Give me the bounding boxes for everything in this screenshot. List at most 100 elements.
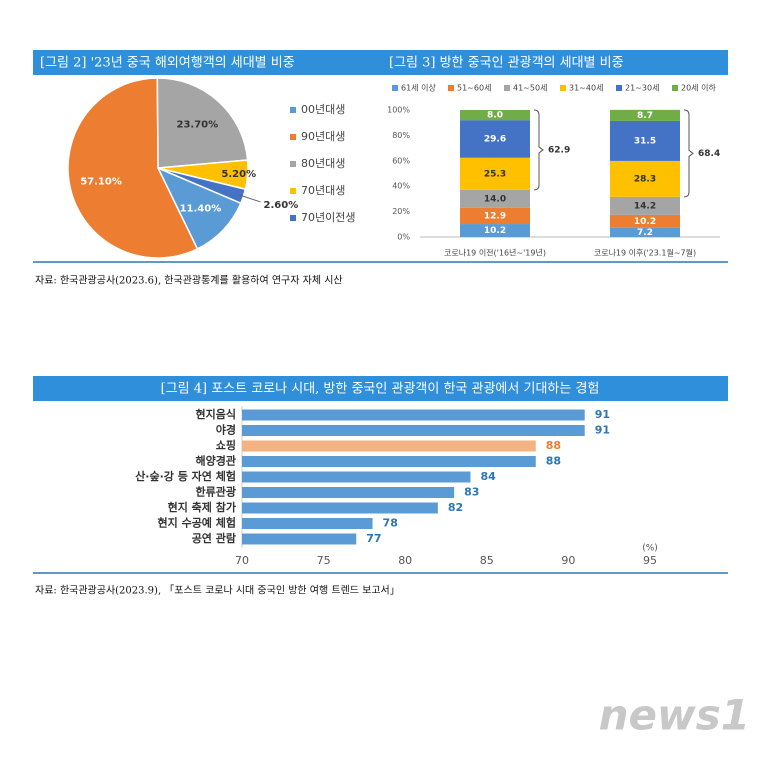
source: 자료: 한국관광공사(2023.6), 한국관광통계를 활용하여 연구자 자체 … xyxy=(35,274,343,287)
pie-slice xyxy=(67,77,199,259)
data-label: 8.0 xyxy=(487,111,503,121)
y-tick-label: 공연 관람 xyxy=(192,531,236,545)
legend-swatch xyxy=(290,107,296,113)
figure-title: [그림 3] 방한 중국인 관광객의 세대별 비중 xyxy=(389,56,624,71)
legend-swatch xyxy=(616,85,622,91)
legend-swatch xyxy=(504,85,510,91)
data-label: 88 xyxy=(546,455,561,468)
bar-segment xyxy=(460,110,530,121)
data-label: 29.6 xyxy=(484,134,506,144)
data-label: 14.0 xyxy=(484,194,506,204)
axis-label: (%) xyxy=(642,544,658,554)
data-label: 28.3 xyxy=(634,174,656,184)
y-tick-label: 해양경관 xyxy=(196,454,236,468)
bar xyxy=(242,425,585,436)
legend-swatch xyxy=(672,85,678,91)
x-tick-label: 코로나19 이전('16년~'19년) xyxy=(444,248,546,258)
bar-segment xyxy=(610,109,680,121)
brace xyxy=(683,109,694,198)
legend-swatch xyxy=(290,188,296,194)
data-label: 5.20% xyxy=(221,169,256,180)
header-bar xyxy=(33,376,728,401)
x-tick-label: 95 xyxy=(643,554,657,567)
data-label: 25.3 xyxy=(484,169,506,179)
data-label: 23.70% xyxy=(177,120,219,131)
figure-title: [그림 4] 포스트 코로나 시대, 방한 중국인 관광객이 한국 관광에서 기… xyxy=(161,382,600,397)
legend-label: 80년대생 xyxy=(301,157,345,170)
bar-segment xyxy=(460,120,530,158)
data-label: 77 xyxy=(366,532,381,545)
x-tick-label: 70 xyxy=(235,554,249,567)
bar xyxy=(242,533,357,545)
legend-label: 51~60세 xyxy=(457,84,491,93)
legend-swatch xyxy=(290,134,296,140)
data-label: 14.2 xyxy=(634,201,656,211)
legend-label: 31~40세 xyxy=(569,84,603,93)
data-label: 57.10% xyxy=(80,176,122,187)
bar-segment xyxy=(610,196,680,215)
legend-swatch xyxy=(290,215,296,221)
header-bar xyxy=(33,50,728,75)
annotation: 68.4 xyxy=(698,149,720,159)
y-tick-label: 80% xyxy=(392,131,410,140)
pie-slice xyxy=(156,166,242,250)
bar xyxy=(242,502,438,514)
x-tick-label: 75 xyxy=(317,554,331,567)
data-label: 12.9 xyxy=(484,211,506,221)
data-label: 88 xyxy=(546,439,561,452)
y-tick-label: 현지 축제 참가 xyxy=(168,500,236,514)
brace xyxy=(533,109,544,191)
bar xyxy=(242,487,455,498)
data-label: 2.60% xyxy=(264,200,299,211)
legend-label: 00년대생 xyxy=(301,103,345,116)
leader-line xyxy=(239,194,261,203)
data-label: 31.5 xyxy=(634,136,656,146)
bar-segment xyxy=(610,214,680,228)
legend-label: 90년대생 xyxy=(301,130,345,143)
legend-label: 61세 이상 xyxy=(401,83,436,93)
y-tick-label: 산·숲·강 등 자연 체험 xyxy=(135,469,236,483)
bar xyxy=(242,456,536,467)
data-label: 83 xyxy=(464,486,479,499)
bar-segment xyxy=(460,224,530,237)
bar-segment xyxy=(460,189,530,208)
pie-slice xyxy=(156,77,249,169)
bar-segment xyxy=(610,160,680,197)
data-label: 84 xyxy=(480,470,496,483)
legend-swatch xyxy=(448,85,454,91)
data-label: 8.7 xyxy=(637,111,653,121)
bar-segment xyxy=(610,120,680,161)
x-tick-label: 90 xyxy=(561,554,575,567)
y-tick-label: 현지 수공예 체험 xyxy=(158,516,237,530)
y-tick-label: 60% xyxy=(392,156,410,165)
legend-swatch xyxy=(560,85,566,91)
data-label: 82 xyxy=(448,501,463,514)
legend-label: 41~50세 xyxy=(513,84,547,93)
data-label: 91 xyxy=(595,408,610,421)
data-label: 10.2 xyxy=(484,226,506,236)
y-tick-label: 20% xyxy=(392,207,410,216)
data-label: 91 xyxy=(595,424,610,437)
source: 자료: 한국관광공사(2023.9), 「포스트 코로나 시대 중국인 방한 여… xyxy=(35,585,400,597)
bar-segment xyxy=(610,227,680,237)
x-tick-label: 80 xyxy=(398,554,412,567)
y-tick-label: 40% xyxy=(392,182,410,191)
legend-swatch xyxy=(392,85,398,91)
bar-segment xyxy=(460,207,530,225)
y-tick-label: 100% xyxy=(387,106,410,115)
legend-label: 70년이전생 xyxy=(301,211,355,224)
bar-segment xyxy=(460,157,530,190)
y-tick-label: 쇼핑 xyxy=(216,438,236,452)
bar xyxy=(242,518,373,529)
y-tick-label: 현지음식 xyxy=(196,407,236,421)
x-tick-label: 코로나19 이후('23.1월~7월) xyxy=(594,248,696,258)
data-label: 11.40% xyxy=(180,203,222,214)
data-label: 7.2 xyxy=(637,228,653,238)
y-tick-label: 야경 xyxy=(216,423,236,437)
legend-swatch xyxy=(290,161,296,167)
x-tick-label: 85 xyxy=(480,554,494,567)
legend-label: 70년대생 xyxy=(301,184,345,197)
bar xyxy=(242,409,585,421)
bar xyxy=(242,471,471,483)
